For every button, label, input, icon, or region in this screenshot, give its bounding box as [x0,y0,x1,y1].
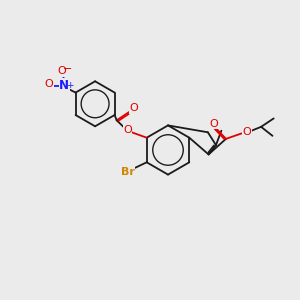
Text: O: O [243,127,251,136]
Text: O: O [44,80,53,89]
Text: O: O [210,119,218,129]
Text: O: O [123,124,132,135]
Text: −: − [62,64,72,74]
Text: O: O [57,66,66,76]
Text: +: + [66,80,74,89]
Text: N: N [59,79,69,92]
Text: O: O [129,103,138,113]
Text: Br: Br [121,167,134,177]
